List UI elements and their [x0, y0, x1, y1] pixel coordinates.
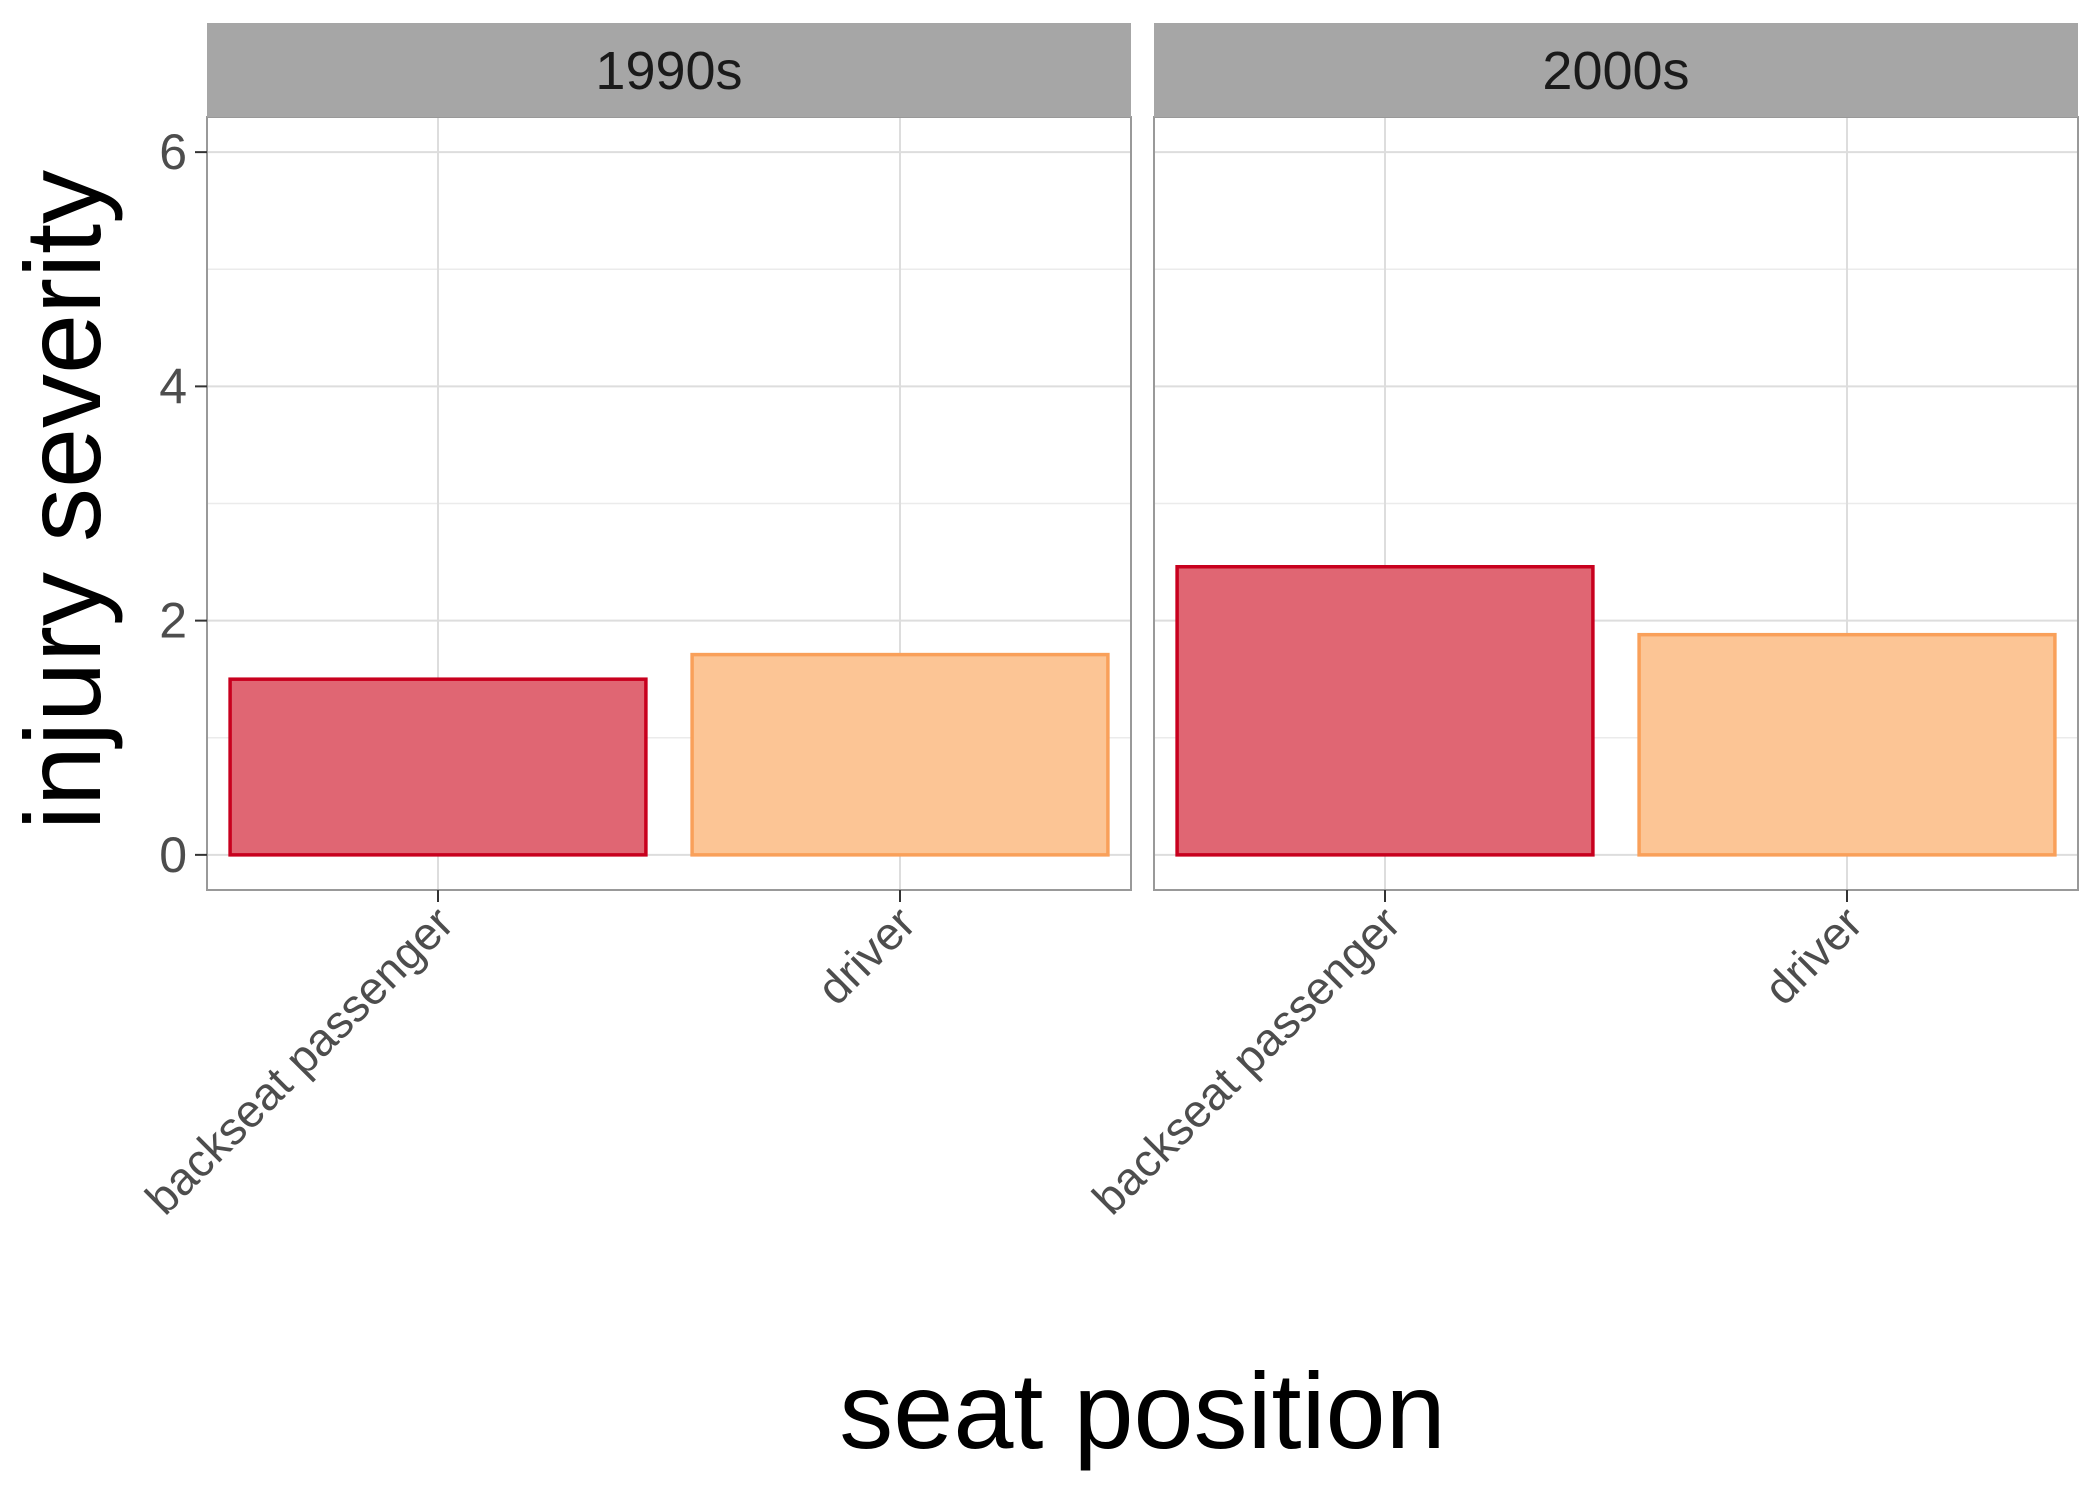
x-tick-label-2000s-backseat-passenger: backseat passenger	[1082, 896, 1410, 1224]
facet-strip-label-2000s: 2000s	[1542, 41, 1689, 101]
y-tick-label-0: 0	[159, 827, 187, 883]
y-tick-label-2: 2	[159, 593, 187, 649]
x-axis-title: seat position	[839, 1350, 1445, 1471]
y-axis-title: injury severity	[2, 170, 123, 830]
bar-2000s-backseat-passenger	[1175, 564, 1595, 857]
bar-2000s-driver	[1637, 632, 2057, 857]
bar-1990s-backseat-passenger	[228, 677, 648, 857]
x-tick-label-1990s-driver: driver	[807, 896, 925, 1014]
x-tick-label-2000s-driver: driver	[1754, 896, 1872, 1014]
facet-strip-1990s	[207, 23, 1131, 117]
y-tick-label-4: 4	[159, 358, 187, 414]
facet-strip-2000s	[1154, 23, 2078, 117]
y-tick-label-6: 6	[159, 124, 187, 180]
bar-1990s-driver	[690, 652, 1110, 857]
x-tick-label-1990s-backseat-passenger: backseat passenger	[135, 896, 463, 1224]
facet-strip-label-1990s: 1990s	[595, 41, 742, 101]
